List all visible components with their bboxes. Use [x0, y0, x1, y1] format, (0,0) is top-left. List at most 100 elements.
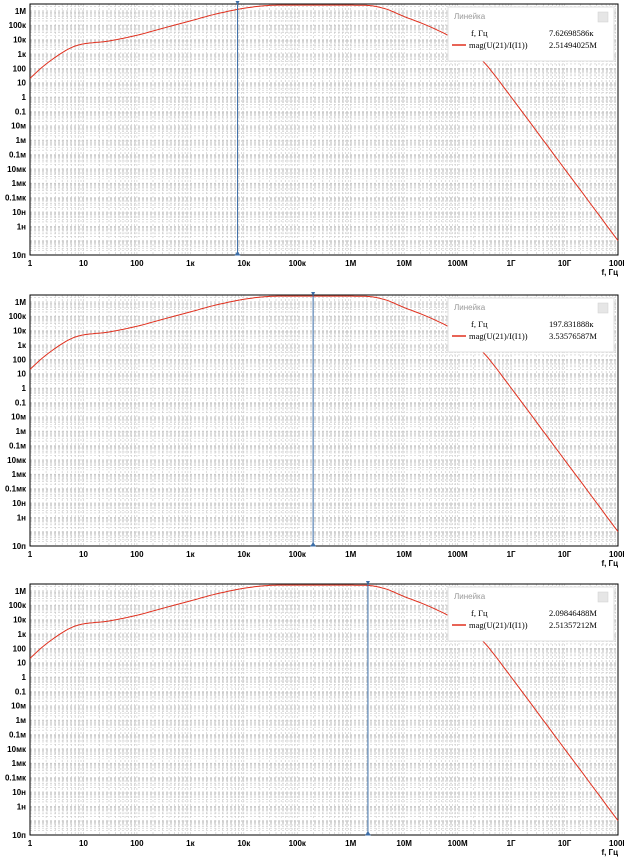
y-tick-label: 10н [12, 788, 26, 797]
y-tick-label: 10к [13, 616, 27, 625]
cursor-handle-bottom[interactable] [310, 542, 317, 547]
x-axis-label: f, Гц [601, 848, 618, 857]
legend: Линейка f, Гц 197.831888к mag(U(21)/I(I1)) 3… [447, 297, 615, 353]
y-tick-label: 10 [17, 370, 26, 379]
legend-box [447, 6, 615, 62]
y-tick-label: 10н [12, 208, 26, 217]
x-tick-label: 10М [396, 839, 412, 848]
cursor-handle-top[interactable] [235, 1, 240, 5]
cursor-value: 2.09846488М [549, 608, 597, 618]
x-tick-label: 1Г [507, 839, 516, 848]
y-tick-label: 1к [18, 630, 27, 639]
x-tick-label: 1 [28, 259, 33, 268]
x-tick-label: 10М [396, 259, 412, 268]
legend-series-name: mag(U(21)/I(I1)) [469, 620, 528, 630]
y-tick-label: 0.1мк [5, 194, 27, 203]
x-tick-label: 1М [345, 550, 356, 559]
y-tick-label: 0.1 [15, 107, 27, 116]
x-axis-label: f, Гц [601, 268, 618, 277]
cursor-value: 197.831888к [549, 319, 594, 329]
legend-close-icon[interactable] [597, 591, 609, 603]
y-tick-label: 10мк [7, 456, 27, 465]
x-axis-label: f, Гц [601, 559, 618, 568]
legend-title: Линейка [454, 303, 486, 312]
x-tick-label: 10 [79, 839, 88, 848]
y-tick-label: 1 [22, 673, 27, 682]
y-tick-label: 10м [11, 702, 26, 711]
series-readout-value: 2.51357212М [549, 620, 597, 630]
bode-plot-panel-1[interactable]: 1М 100к 10к 1к 100 10 1 0.1 10м 1м 0.1м 10мк 1мк 0.1м… [0, 0, 624, 287]
grid [29, 3, 618, 256]
y-tick-label: 10 [17, 79, 26, 88]
plot-frame [29, 583, 619, 836]
legend: Линейка f, Гц 2.09846488М mag(U(21)/I(I1)) 2… [447, 586, 615, 642]
x-tick-label: 10Г [558, 259, 572, 268]
series-readout-value: 3.53576587М [549, 331, 597, 341]
x-tick-label: 100к [289, 550, 307, 559]
x-tick-label: 10М [396, 550, 412, 559]
y-tick-label: 1н [17, 513, 26, 522]
x-tick-label: 1к [186, 839, 195, 848]
x-tick-label: 10к [237, 550, 251, 559]
x-tick-label: 100к [289, 839, 307, 848]
y-tick-label: 1М [15, 587, 26, 596]
y-tick-label: 1к [18, 341, 27, 350]
y-tick-label: 0.1мк [5, 774, 27, 783]
x-tick-label: 100 [130, 839, 144, 848]
y-tick-label: 0.1м [9, 441, 26, 450]
y-tick-label: 1 [22, 93, 27, 102]
x-tick-label: 10Г [558, 550, 572, 559]
cursor-handle-bottom[interactable] [364, 831, 371, 836]
y-tick-label: 10к [13, 36, 27, 45]
y-tick-label: 1м [16, 427, 26, 436]
y-tick-label: 100к [9, 601, 27, 610]
x-tick-label: 100 [130, 259, 144, 268]
legend-close-icon[interactable] [597, 11, 609, 23]
x-tick-label: 1Г [507, 550, 516, 559]
plot-frame [29, 3, 619, 256]
cursor-name: f, Гц [471, 608, 488, 618]
cursor-value: 7.62698586к [549, 28, 594, 38]
y-tick-label: 10м [11, 122, 26, 131]
y-tick-label: 1 [22, 384, 27, 393]
y-tick-label: 1н [17, 802, 26, 811]
legend-box [447, 586, 615, 642]
legend-box [447, 297, 615, 353]
y-tick-label: 1М [15, 298, 26, 307]
legend-title: Линейка [454, 592, 486, 601]
y-tick-label: 1м [16, 716, 26, 725]
y-tick-label: 1мк [12, 179, 27, 188]
cursor-name: f, Гц [471, 319, 488, 329]
cursor-handle-top[interactable] [365, 581, 370, 585]
cursor-handle-top[interactable] [311, 292, 316, 296]
y-tick-label: 100 [13, 644, 27, 653]
legend: Линейка f, Гц 7.62698586к mag(U(21)/I(I1)) 2… [447, 6, 615, 62]
x-tick-label: 10 [79, 550, 88, 559]
bode-plot-panel-2[interactable]: 1М 100к 10к 1к 100 10 1 0.1 10м 1м 0.1м 10мк 1мк 0.1м… [0, 291, 624, 578]
bode-plot-panel-3[interactable]: 1М 100к 10к 1к 100 10 1 0.1 10м 1м 0.1м 10мк 1мк 0.1м… [0, 580, 624, 867]
legend-series-name: mag(U(21)/I(I1)) [469, 40, 528, 50]
x-tick-label: 100Г [609, 259, 624, 268]
y-tick-label: 0.1 [15, 398, 27, 407]
y-tick-label: 10к [13, 327, 27, 336]
y-tick-label: 1н [17, 222, 26, 231]
x-tick-label: 10 [79, 259, 88, 268]
x-tick-label: 100М [448, 839, 468, 848]
x-tick-label: 1к [186, 550, 195, 559]
series-readout-value: 2.51494025М [549, 40, 597, 50]
y-tick-label: 10м [11, 413, 26, 422]
y-tick-label: 1к [18, 50, 27, 59]
x-tick-label: 100к [289, 259, 307, 268]
x-tick-label: 100 [130, 550, 144, 559]
legend-close-icon[interactable] [597, 302, 609, 314]
x-tick-label: 1М [345, 259, 356, 268]
x-tick-label: 10к [237, 259, 251, 268]
y-tick-label: 1мк [12, 759, 27, 768]
y-tick-label: 100 [13, 64, 27, 73]
cursor-name: f, Гц [471, 28, 488, 38]
cursor-handle-bottom[interactable] [234, 251, 241, 256]
x-tick-label: 1М [345, 839, 356, 848]
x-tick-label: 1Г [507, 259, 516, 268]
y-tick-label: 10п [12, 831, 26, 840]
y-tick-label: 10мк [7, 165, 27, 174]
